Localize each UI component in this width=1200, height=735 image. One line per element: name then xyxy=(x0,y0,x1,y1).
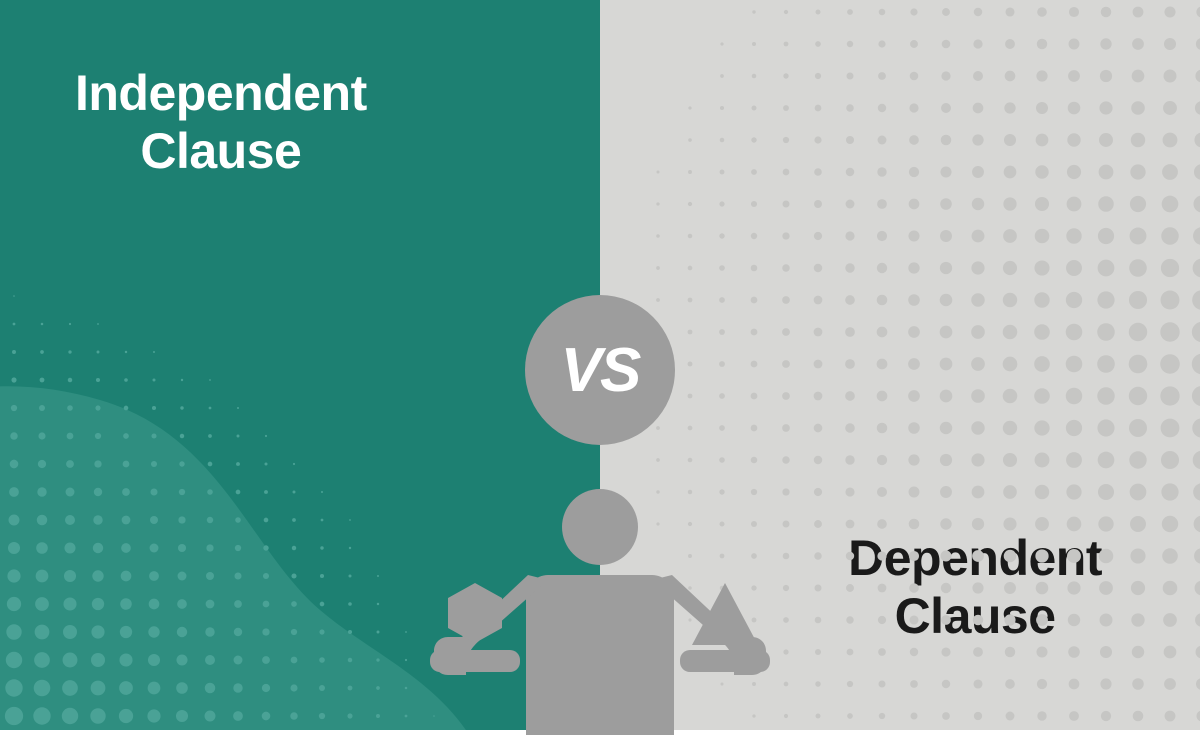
right-title: DependentClause xyxy=(848,530,1102,645)
vs-label: VS xyxy=(561,335,640,406)
left-title: IndependentClause xyxy=(75,65,367,180)
comparison-infographic: IndependentClause DependentClause VS xyxy=(0,0,1200,730)
balance-figure-icon xyxy=(410,475,790,735)
vs-badge: VS xyxy=(525,295,675,445)
